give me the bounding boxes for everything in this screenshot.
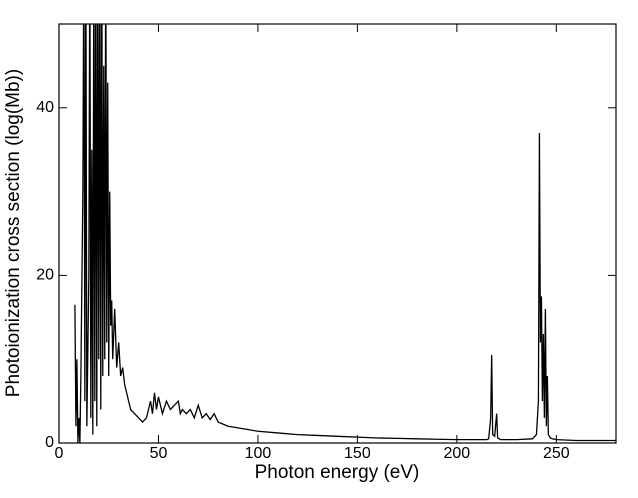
y-tick-label: 20 <box>36 267 54 284</box>
y-tick-label: 40 <box>36 99 54 116</box>
data-line <box>74 24 616 443</box>
x-tick-label: 200 <box>444 445 471 462</box>
x-tick-label: 250 <box>543 445 570 462</box>
x-tick-label: 150 <box>344 445 371 462</box>
y-axis-label: Photoionization cross section (log(Mb)) <box>3 69 24 397</box>
x-tick-label: 0 <box>55 445 64 462</box>
plot-frame <box>58 23 617 444</box>
y-tick-label: 0 <box>45 434 54 451</box>
x-axis-label: Photon energy (eV) <box>255 462 420 483</box>
x-tick-label: 100 <box>245 445 272 462</box>
x-tick-label: 50 <box>150 445 168 462</box>
